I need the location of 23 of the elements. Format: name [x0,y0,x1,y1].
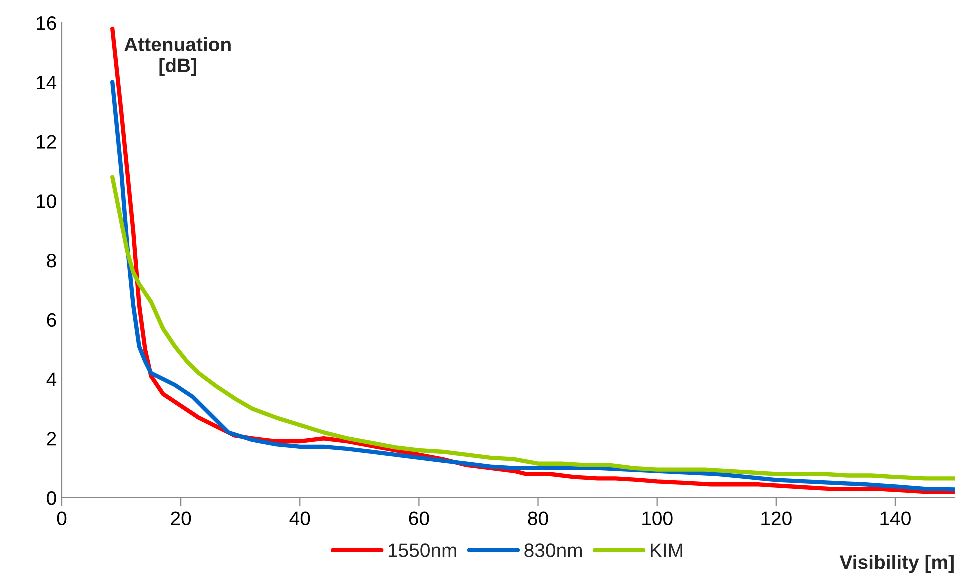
y-tick-label: 14 [36,76,57,90]
legend-label: 1550nm [388,544,456,558]
legend-label: KIM [651,544,682,558]
y-tick-label: 0 [47,491,56,506]
x-tick-label: 120 [762,512,792,526]
y-tick-label: 8 [47,254,56,268]
x-tick-label: 40 [290,512,310,526]
legend-label: 830nm [524,544,582,558]
y-axis-title: Attenuation [dB] [124,37,231,76]
y-tick-label: 4 [46,372,57,386]
y-tick-label: 6 [47,313,56,328]
y-tick-label: 16 [36,16,56,30]
x-tick-label: 20 [171,512,192,526]
x-tick-label: 60 [409,512,430,526]
y-tick-label: 12 [36,135,56,149]
line-series [110,175,955,481]
x-tick-label: 100 [642,512,673,526]
x-axis-title: Visibility [m] [840,555,954,574]
x-tick-label: 0 [57,512,67,526]
y-tick-label: 2 [47,432,56,446]
y-tick-label: 10 [36,194,56,208]
x-tick-label: 80 [528,512,548,526]
x-tick-label: 140 [880,512,911,526]
